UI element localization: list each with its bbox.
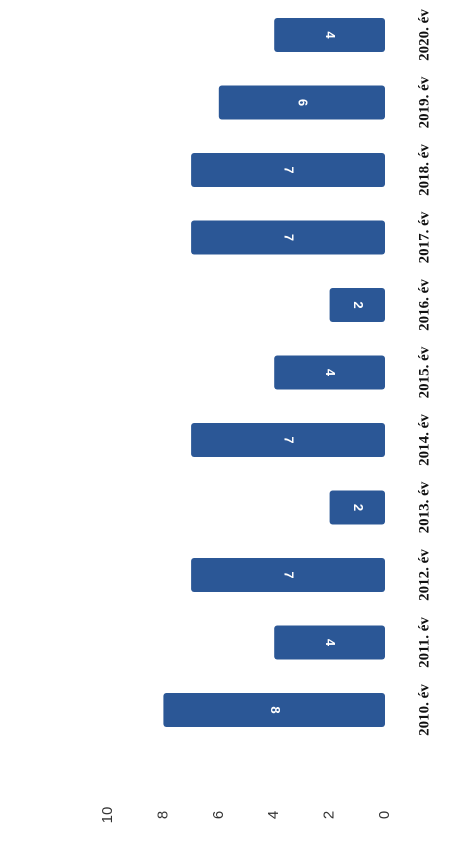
value-label: 6 — [295, 99, 310, 106]
x-tick-label: 2018. év — [416, 144, 432, 196]
value-label: 7 — [282, 436, 297, 443]
x-tick-label: 2019. év — [416, 76, 432, 128]
bar — [191, 220, 385, 255]
value-label: 4 — [323, 31, 338, 39]
y-tick-label: 2 — [321, 811, 338, 819]
bar — [274, 355, 385, 390]
bar — [218, 85, 385, 120]
bar — [191, 153, 385, 187]
y-tick-label: 8 — [154, 811, 171, 819]
x-tick-label: 2013. év — [416, 481, 432, 533]
bar — [274, 625, 385, 660]
bar — [191, 558, 385, 592]
value-label: 2 — [351, 301, 366, 308]
value-label: 7 — [282, 234, 297, 241]
value-label: 2 — [351, 504, 366, 511]
bar — [163, 693, 385, 727]
x-tick-label: 2014. év — [416, 414, 432, 466]
x-tick-label: 2015. év — [416, 346, 432, 398]
bar — [191, 423, 385, 457]
y-tick-label: 4 — [265, 811, 282, 819]
value-label: 4 — [323, 369, 338, 377]
value-label: 7 — [282, 166, 297, 173]
value-label: 7 — [282, 571, 297, 578]
value-label: 4 — [323, 639, 338, 647]
x-tick-label: 2011. év — [416, 617, 432, 668]
y-tick-label: 10 — [99, 807, 116, 824]
bar — [274, 18, 385, 52]
value-label: 8 — [268, 706, 283, 713]
x-tick-label: 2020. év — [416, 9, 432, 61]
y-tick-label: 0 — [376, 811, 393, 819]
bar — [329, 288, 385, 322]
x-tick-label: 2017. év — [416, 211, 432, 263]
x-tick-label: 2016. év — [416, 279, 432, 331]
y-tick-label: 6 — [210, 811, 227, 819]
bar — [329, 490, 385, 525]
x-tick-label: 2012. év — [416, 549, 432, 601]
x-tick-label: 2010. év — [416, 684, 432, 736]
